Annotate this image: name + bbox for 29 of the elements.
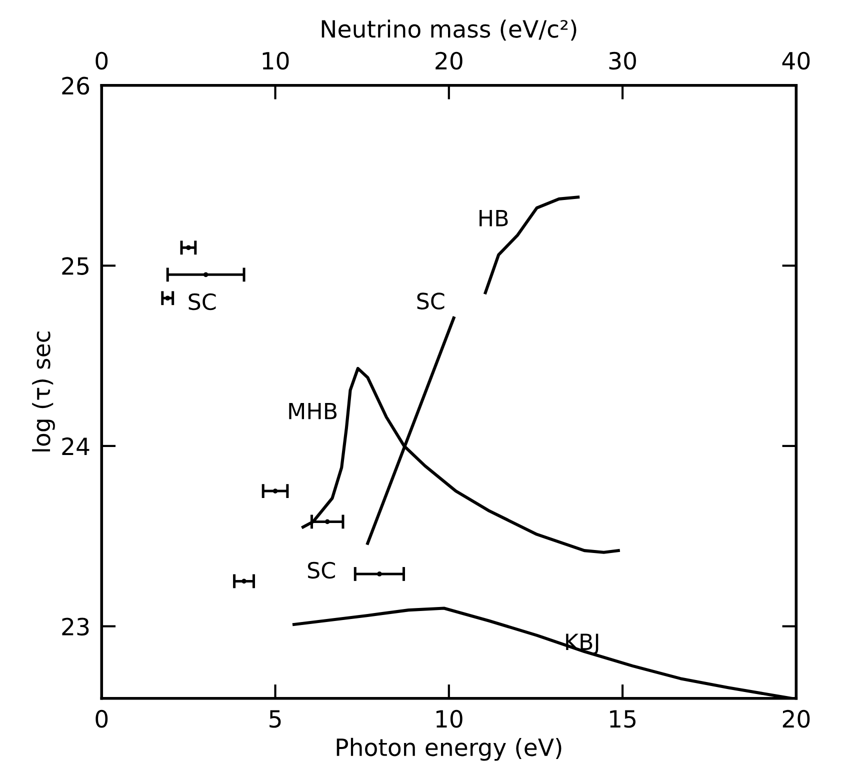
point [242, 578, 246, 584]
x-tick-label: 15 [610, 710, 636, 728]
point [324, 519, 330, 524]
annotation: MHB [289, 402, 337, 420]
x-tick-label: 10 [436, 710, 462, 728]
x2-axis-title: Neutrino mass (eV/c²) [322, 20, 576, 41]
x-tick-label: 5 [270, 710, 281, 728]
point [272, 488, 278, 494]
y-tick-label: 26 [62, 76, 90, 95]
y-tick-label: 24 [62, 437, 90, 455]
x-axis-title: Photon energy (eV) [336, 738, 562, 761]
y-axis-title: log (τ) sec [32, 332, 55, 452]
series-label: SC [308, 562, 335, 579]
x-tick-label: 0 [96, 710, 108, 728]
x2-tick-label: 30 [609, 52, 636, 70]
point [186, 245, 191, 250]
y-tick-label: 25 [62, 257, 88, 275]
annotation: HB [480, 210, 508, 226]
x-tick-label: 20 [782, 710, 810, 728]
x2-tick-label: 10 [262, 52, 289, 70]
point [165, 296, 170, 301]
x2-tick-label: 40 [782, 52, 810, 70]
point [377, 572, 382, 576]
series-label: SC [188, 293, 216, 310]
x2-tick-label: 0 [96, 52, 108, 70]
annotation: SC [417, 292, 444, 310]
point [203, 272, 208, 278]
y-tick-label: 23 [62, 618, 89, 636]
x2-tick-label: 20 [436, 52, 462, 70]
